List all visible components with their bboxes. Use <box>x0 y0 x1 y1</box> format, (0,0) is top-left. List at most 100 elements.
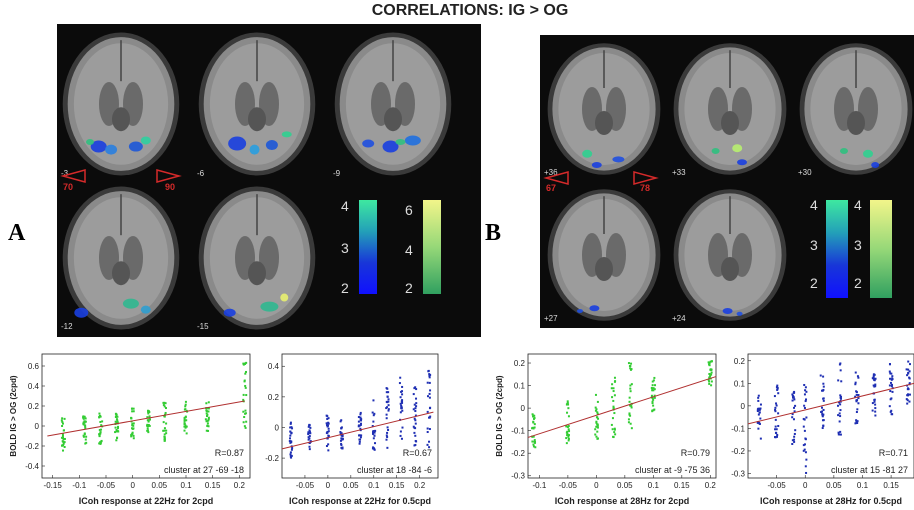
data-point <box>184 405 187 408</box>
data-point <box>386 436 389 439</box>
data-point <box>162 404 165 407</box>
data-point <box>839 415 842 418</box>
data-point <box>630 383 633 386</box>
data-point <box>428 416 431 419</box>
data-point <box>426 381 429 384</box>
correlation-label: R=0.71 <box>879 448 908 458</box>
data-point <box>836 404 839 407</box>
data-point <box>629 387 632 390</box>
data-point <box>290 454 293 457</box>
slice-label: +27 <box>544 314 558 323</box>
data-point <box>308 430 311 433</box>
data-point <box>148 418 151 421</box>
data-point <box>131 424 134 427</box>
data-point <box>595 421 598 424</box>
data-point <box>802 444 805 447</box>
data-point <box>707 378 710 381</box>
data-point <box>889 390 892 393</box>
data-point <box>804 438 807 441</box>
data-point <box>908 377 911 380</box>
data-point <box>114 431 117 434</box>
data-point <box>708 376 711 379</box>
data-point <box>803 393 806 396</box>
data-point <box>709 360 712 363</box>
data-point <box>776 435 779 438</box>
data-point <box>822 413 825 416</box>
data-point <box>856 375 859 378</box>
data-point <box>792 396 795 399</box>
data-point <box>339 420 342 423</box>
cluster-label: cluster at 27 -69 -18 <box>164 465 244 475</box>
data-point <box>414 414 417 417</box>
data-point <box>652 389 655 392</box>
data-point <box>710 373 713 376</box>
data-point <box>907 393 910 396</box>
data-point <box>802 417 805 420</box>
data-point <box>242 393 245 396</box>
data-point <box>428 446 431 449</box>
data-point <box>245 370 248 373</box>
slice-label: +33 <box>672 168 686 177</box>
x-tick-label: 0.1 <box>648 481 660 490</box>
data-point <box>821 427 824 430</box>
data-point <box>819 374 822 377</box>
data-point <box>821 413 824 416</box>
data-point <box>207 429 210 432</box>
data-point <box>428 396 431 399</box>
brain-slice <box>796 39 914 179</box>
data-point <box>905 368 908 371</box>
data-point <box>164 402 167 405</box>
data-point <box>98 415 101 418</box>
data-point <box>83 432 86 435</box>
data-point <box>908 393 911 396</box>
data-point <box>532 415 535 418</box>
data-point <box>629 422 632 425</box>
x-tick-label: -0.05 <box>559 481 578 490</box>
data-point <box>289 437 292 440</box>
y-axis-label: BOLD IG > OG (2cpd) <box>9 375 18 456</box>
data-point <box>595 425 598 428</box>
data-point <box>566 434 569 437</box>
data-point <box>359 438 362 441</box>
data-point <box>85 441 88 444</box>
data-point <box>533 417 536 420</box>
data-point <box>401 401 404 404</box>
data-point <box>906 399 909 402</box>
data-point <box>205 412 208 415</box>
data-point <box>132 424 135 427</box>
data-point <box>629 384 632 387</box>
data-point <box>855 421 858 424</box>
brain-slice <box>195 28 319 180</box>
data-point <box>857 394 860 397</box>
data-point <box>759 417 762 420</box>
data-point <box>99 441 102 444</box>
data-point <box>708 364 711 367</box>
data-point <box>163 439 166 442</box>
data-point <box>61 422 64 425</box>
data-point <box>165 422 168 425</box>
data-point <box>854 381 857 384</box>
regression-line <box>281 411 434 450</box>
data-point <box>373 448 376 451</box>
data-point <box>387 400 390 403</box>
data-point <box>774 428 777 431</box>
data-point <box>325 445 328 448</box>
data-point <box>387 409 390 412</box>
data-point <box>793 398 796 401</box>
data-point <box>245 420 248 423</box>
data-point <box>163 438 166 441</box>
correlation-label: R=0.87 <box>215 448 244 458</box>
data-point <box>164 407 167 410</box>
regression-line <box>747 382 914 425</box>
data-point <box>132 422 135 425</box>
data-point <box>889 381 892 384</box>
x-tick-label: 0.1 <box>368 481 380 490</box>
data-point <box>289 451 292 454</box>
data-point <box>822 397 825 400</box>
data-point <box>82 434 85 437</box>
data-point <box>775 386 778 389</box>
x-tick-label: 0.15 <box>674 481 690 490</box>
data-point <box>839 394 842 397</box>
data-point <box>776 388 779 391</box>
data-point <box>596 424 599 427</box>
